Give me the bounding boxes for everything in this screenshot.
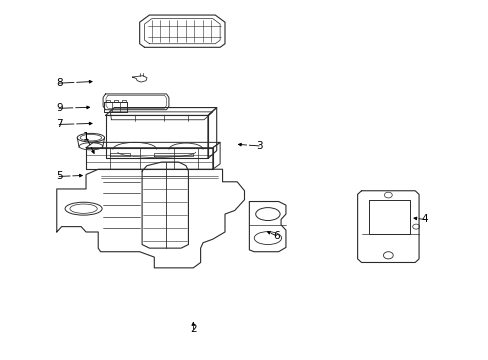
Text: 7: 7	[56, 120, 62, 129]
Text: 4: 4	[421, 215, 427, 224]
Text: 2: 2	[190, 324, 196, 334]
Text: 3: 3	[255, 141, 262, 151]
Text: 8: 8	[56, 78, 62, 88]
Text: 5: 5	[56, 171, 62, 181]
Text: 6: 6	[272, 231, 279, 240]
Text: 9: 9	[56, 103, 62, 113]
Text: 1: 1	[82, 132, 89, 142]
